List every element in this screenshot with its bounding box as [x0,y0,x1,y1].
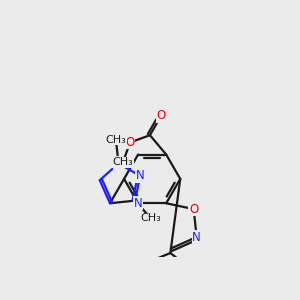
Text: CH₃: CH₃ [106,135,126,145]
Text: N: N [136,169,145,182]
Text: N: N [134,197,142,210]
Text: O: O [125,136,135,149]
Text: N: N [114,157,123,170]
Text: O: O [189,202,198,216]
Text: CH₃: CH₃ [112,157,133,167]
Text: O: O [157,109,166,122]
Text: N: N [192,230,201,244]
Text: CH₃: CH₃ [141,213,161,224]
